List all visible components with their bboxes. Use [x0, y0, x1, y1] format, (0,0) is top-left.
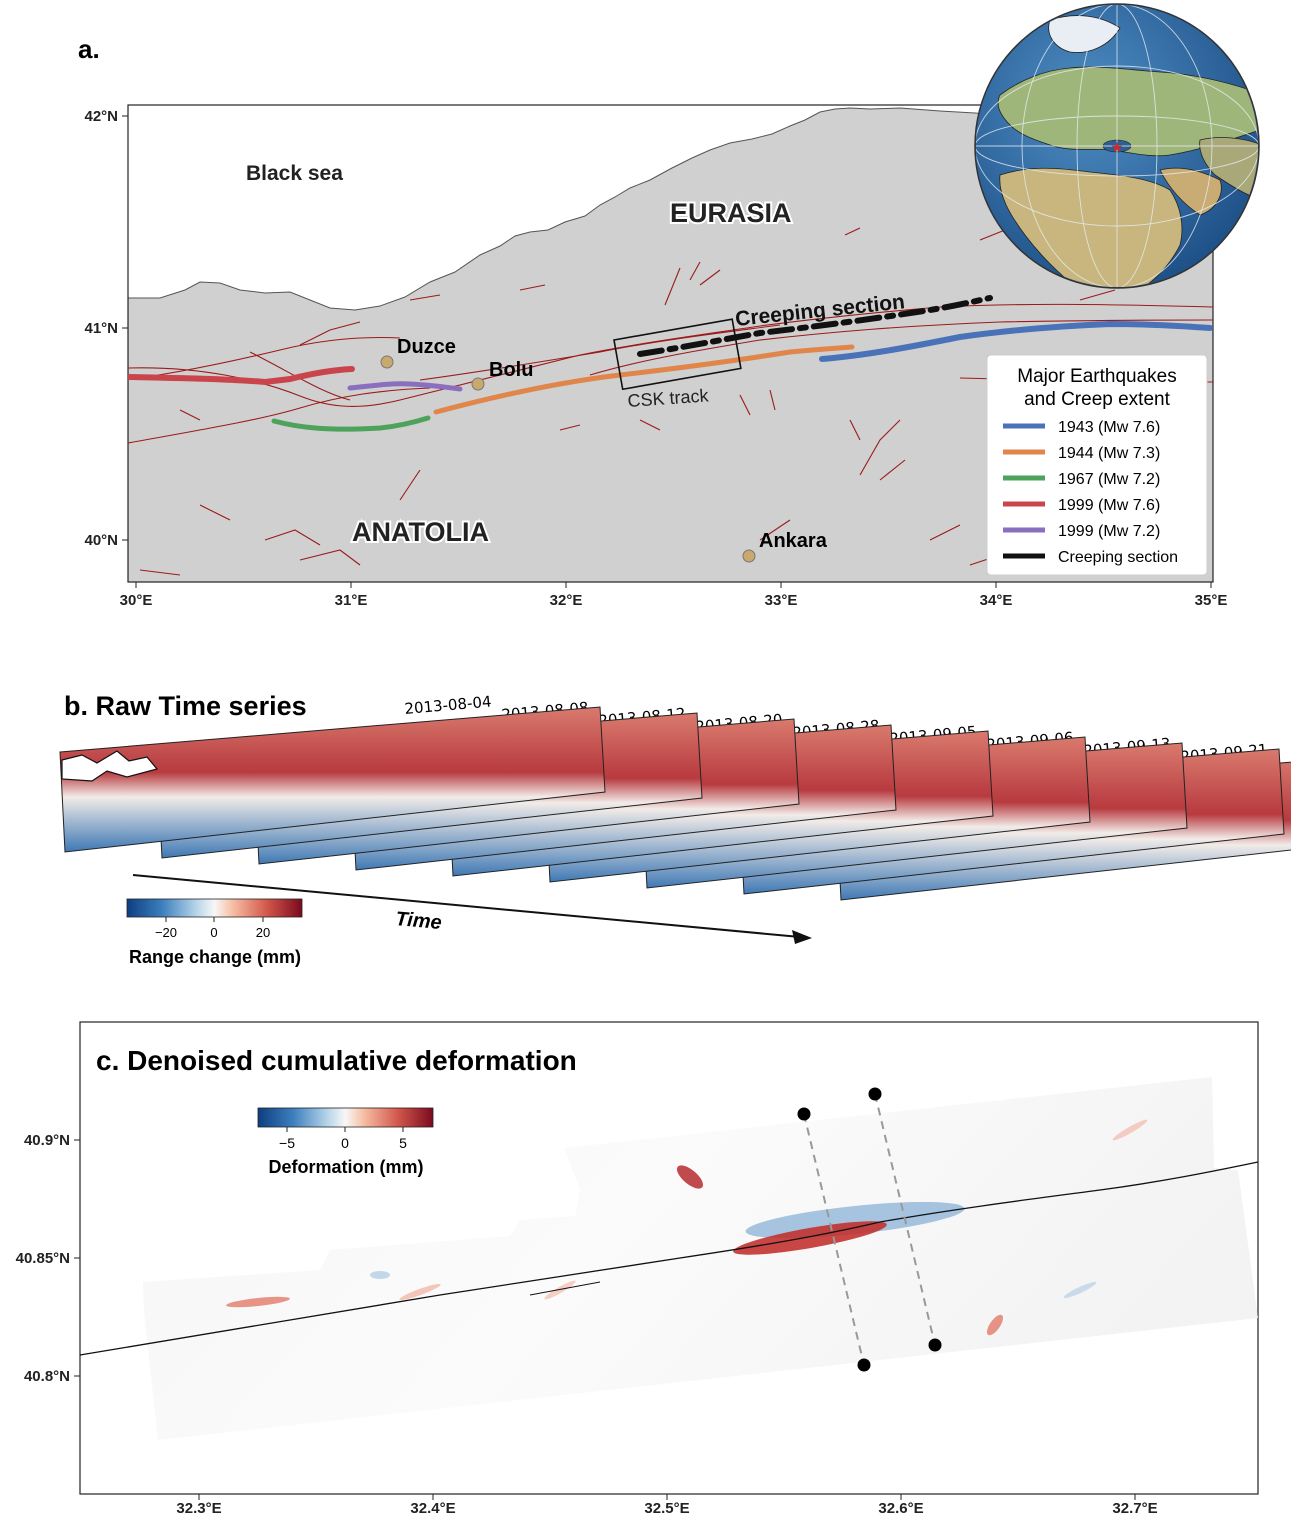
- lon-tick-c-1: 32.4°E: [410, 1500, 455, 1515]
- frame-date-label: 2013-08-04: [404, 692, 492, 718]
- lat-tick-c-1: 40.85°N: [16, 1250, 70, 1267]
- lat-tick-c-0: 40.9°N: [24, 1132, 70, 1149]
- time-label: Time: [395, 908, 443, 934]
- deformation-swath: [143, 1077, 1258, 1440]
- time-arrow: Time: [132, 874, 812, 944]
- rupture-lines: [128, 295, 1213, 432]
- legend-box: [986, 354, 1208, 576]
- profile-2-end-marker: [928, 1338, 942, 1352]
- colorbar-b-tick-2: 20: [256, 925, 270, 940]
- globe-inset: ★: [974, 3, 1260, 289]
- fault-trace-c: [79, 1161, 1259, 1356]
- city-label-ankara: Ankara: [759, 530, 828, 552]
- panel-b: b. Raw Time series 2013-09-212013-09-132…: [59, 691, 1291, 967]
- lat-tick-a-0: 42°N: [84, 108, 118, 125]
- profile-line-1: [803, 1113, 865, 1366]
- profile-2-start-marker: [868, 1087, 882, 1101]
- panel-a-label: a.: [78, 34, 100, 64]
- globe-africa: [999, 167, 1183, 287]
- colorbar-b-bar: [126, 898, 303, 918]
- globe-arabia: [1159, 167, 1222, 216]
- time-series-frame-image: [59, 706, 606, 853]
- globe-asia: [1199, 137, 1258, 201]
- lon-tick-a-5: 35°E: [1195, 592, 1228, 609]
- rupture-1999b: [347, 381, 463, 392]
- profiles: [797, 1087, 942, 1372]
- lat-tick-c-2: 40.8°N: [24, 1368, 70, 1385]
- land-mass: [128, 107, 1213, 582]
- city-marker-ankara: [742, 549, 756, 563]
- colorbar-b: −20 0 20 Range change (mm): [126, 898, 303, 967]
- lon-tick-a-1: 31°E: [335, 592, 368, 609]
- colorbar-b-tick-1: 0: [210, 925, 217, 940]
- colorbar-c-tick-2: 5: [399, 1135, 407, 1151]
- profile-line-2: [874, 1093, 936, 1346]
- profile-1-end-marker: [857, 1358, 871, 1372]
- rupture-1944: [433, 344, 855, 415]
- city-label-bolu: Bolu: [489, 359, 533, 381]
- cloud-mask-outline: [61, 750, 159, 782]
- lat-tick-a-1: 41°N: [84, 320, 118, 337]
- legend: Major Earthquakes and Creep extent 1943 …: [986, 354, 1208, 576]
- panel-c: c. Denoised cumulative deformation: [16, 1021, 1259, 1515]
- lon-tick-c-0: 32.3°E: [176, 1500, 221, 1515]
- city-marker-bolu: [471, 377, 485, 391]
- plate-label-anatolia: ANATOLIA: [352, 517, 489, 547]
- colorbar-c: −5 0 5 Deformation (mm): [257, 1107, 434, 1177]
- deformation-features: [226, 1119, 1148, 1336]
- lon-tick-c-4: 32.7°E: [1112, 1500, 1157, 1515]
- colorbar-b-tick-0: −20: [155, 925, 177, 940]
- legend-label-5: Creeping section: [1058, 549, 1178, 566]
- lon-tick-c-3: 32.6°E: [878, 1500, 923, 1515]
- lon-tick-a-3: 33°E: [765, 592, 798, 609]
- colorbar-c-label: Deformation (mm): [268, 1157, 423, 1177]
- lat-tick-a-2: 40°N: [84, 532, 118, 549]
- colorbar-c-tick-0: −5: [279, 1135, 295, 1151]
- creep-line: [637, 295, 993, 357]
- legend-label-1: 1944 (Mw 7.3): [1058, 445, 1160, 462]
- legend-label-4: 1999 (Mw 7.2): [1058, 523, 1160, 540]
- csk-track-box: [613, 318, 742, 391]
- sea-label: Black sea: [246, 162, 343, 185]
- panel-a: a.: [78, 3, 1260, 609]
- colorbar-b-label: Range change (mm): [129, 947, 301, 967]
- lon-tick-a-2: 32°E: [550, 592, 583, 609]
- legend-title-2: and Creep extent: [1024, 389, 1170, 410]
- rupture-1943: [819, 320, 1213, 362]
- time-series-frame: 2013-08-04: [59, 692, 606, 853]
- city-marker-duzce: [380, 355, 394, 369]
- legend-title-1: Major Earthquakes: [1017, 366, 1176, 387]
- lon-tick-c-2: 32.5°E: [644, 1500, 689, 1515]
- legend-label-3: 1999 (Mw 7.6): [1058, 497, 1160, 514]
- legend-label-2: 1967 (Mw 7.2): [1058, 471, 1160, 488]
- rupture-1999a: [128, 366, 355, 386]
- cities: Duzce Bolu Ankara: [380, 336, 828, 563]
- lon-tick-a-0: 30°E: [120, 592, 153, 609]
- time-series-frames: 2013-09-212013-09-132013-09-062013-09-05…: [59, 692, 1291, 901]
- map-frame: [127, 104, 1214, 583]
- colorbar-c-tick-1: 0: [341, 1135, 349, 1151]
- panel-b-label: b. Raw Time series: [64, 691, 307, 721]
- globe-location-star-icon: ★: [1111, 139, 1124, 155]
- plate-label-eurasia: EURASIA: [670, 198, 792, 228]
- colorbar-c-bar: [257, 1107, 434, 1128]
- fault-strand-c: [529, 1281, 601, 1296]
- rupture-1967: [271, 415, 431, 432]
- panel-c-axes: 40.9°N 40.85°N 40.8°N 32.3°E 32.4°E 32.5…: [16, 1132, 1158, 1515]
- city-label-duzce: Duzce: [397, 336, 456, 358]
- lon-tick-a-4: 34°E: [980, 592, 1013, 609]
- legend-label-0: 1943 (Mw 7.6): [1058, 419, 1160, 436]
- profile-1-start-marker: [797, 1107, 811, 1121]
- panel-a-axes: 42°N 41°N 40°N 30°E 31°E 32°E 33°E 34°E …: [84, 108, 1227, 609]
- panel-c-label: c. Denoised cumulative deformation: [96, 1045, 577, 1076]
